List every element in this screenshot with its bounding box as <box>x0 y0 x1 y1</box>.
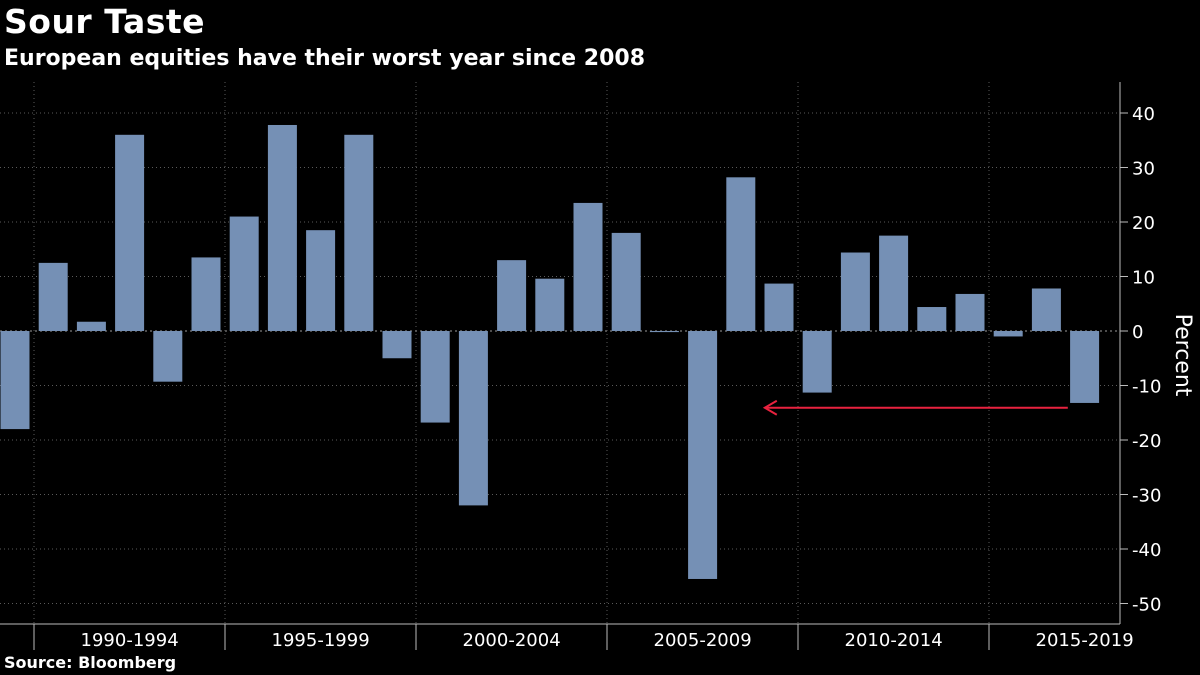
bar-1990 <box>38 262 68 331</box>
bar-2007 <box>688 331 718 579</box>
bar-1996 <box>267 124 297 332</box>
y-tick-label--40: -40 <box>1132 540 1161 561</box>
y-axis-label: Percent <box>1170 314 1195 397</box>
bar-1993 <box>153 331 183 382</box>
bar-2004 <box>573 202 603 331</box>
bar-1991 <box>76 321 106 331</box>
chart-subtitle: European equities have their worst year … <box>4 46 645 71</box>
y-tick-label--30: -30 <box>1132 486 1161 507</box>
bar-2001 <box>458 331 488 506</box>
bar-2016 <box>1031 288 1061 331</box>
y-axis: 40 30 20 10 0 -10 -20 -30 -40 -50 <box>1119 82 1161 624</box>
x-tick-label-2015-2019: 2015-2019 <box>1036 630 1134 651</box>
y-tick-label--20: -20 <box>1132 431 1161 452</box>
chart-title: Sour Taste <box>4 2 206 41</box>
y-tick-label-10: 10 <box>1132 268 1155 289</box>
bar-2009 <box>764 283 794 331</box>
bar-2005 <box>611 232 641 331</box>
bar-2000 <box>420 331 450 423</box>
bar-1999 <box>382 331 412 359</box>
bar-1997 <box>306 230 336 331</box>
source-note: Source: Bloomberg <box>4 653 177 672</box>
y-tick-label-40: 40 <box>1132 104 1155 125</box>
bar-2014 <box>955 293 985 331</box>
annotation <box>762 399 1068 416</box>
x-tick-label-1995-1999: 1995-1999 <box>272 630 370 651</box>
bar-1989 <box>0 331 30 430</box>
bar-2012 <box>879 235 909 331</box>
bar-2015 <box>993 331 1023 337</box>
bar-2011 <box>840 252 870 331</box>
bars <box>0 124 1100 579</box>
x-tick-label-2005-2009: 2005-2009 <box>654 630 752 651</box>
bar-2017 <box>1070 331 1100 403</box>
bar-2013 <box>917 307 947 331</box>
y-tick-label-20: 20 <box>1132 213 1155 234</box>
x-tick-label-2010-2014: 2010-2014 <box>845 630 943 651</box>
bar-2003 <box>535 278 565 331</box>
bar-2002 <box>497 260 527 331</box>
y-tick-label--50: -50 <box>1132 595 1161 616</box>
x-tick-label-1990-1994: 1990-1994 <box>81 630 179 651</box>
bar-1992 <box>115 134 145 331</box>
x-axis: 1990-1994 1995-1999 2000-2004 2005-2009 2010… <box>0 623 1134 651</box>
grid-lines <box>0 82 1120 624</box>
annotation-arrow-head <box>762 399 778 416</box>
y-tick-label--10: -10 <box>1132 377 1161 398</box>
bar-1995 <box>229 216 259 331</box>
x-tick-label-2000-2004: 2000-2004 <box>463 630 561 651</box>
bar-2008 <box>726 177 756 331</box>
bar-1998 <box>344 134 374 331</box>
bar-2010 <box>802 331 832 393</box>
bar-1994 <box>191 257 221 331</box>
bar-2006 <box>649 331 679 333</box>
y-tick-label-30: 30 <box>1132 159 1155 180</box>
y-tick-label-0: 0 <box>1132 322 1143 343</box>
